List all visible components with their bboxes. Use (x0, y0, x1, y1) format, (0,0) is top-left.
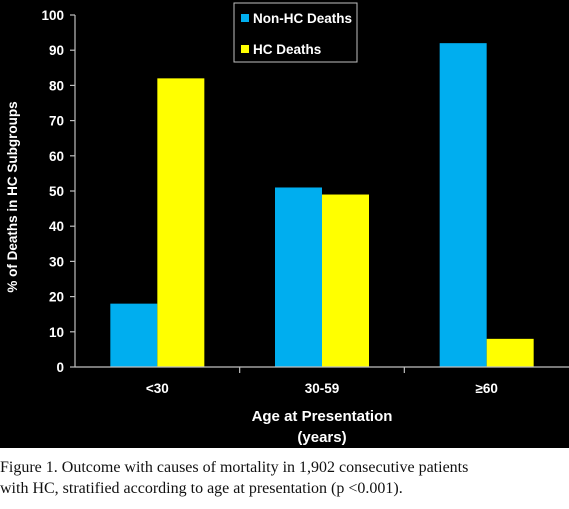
y-axis-label: % of Deaths in HC Subgroups (5, 101, 20, 292)
y-tick-label: 10 (49, 325, 64, 340)
caption-line-1: Figure 1. Outcome with causes of mortali… (0, 459, 469, 476)
bar-non-hc-deaths-2 (275, 187, 322, 367)
y-tick-label: 90 (49, 43, 64, 58)
bar-hc-deaths-2 (322, 194, 369, 367)
y-tick-label: 50 (49, 184, 64, 199)
legend-swatch (241, 14, 249, 22)
legend-box (233, 2, 358, 63)
y-tick-label: 70 (49, 114, 64, 129)
x-tick-label: <30 (146, 381, 169, 396)
y-tick-label: 60 (49, 149, 64, 164)
legend-label: HC Deaths (253, 42, 321, 57)
y-tick-label: 80 (49, 78, 64, 93)
caption-line-2: with HC, stratified according to age at … (0, 480, 403, 497)
axes-group: 0 10 20 30 40 50 60 70 80 90 100 <30 30-59 ≥60 (41, 8, 569, 396)
bar-chart: 0 10 20 30 40 50 60 70 80 90 100 <30 30-59 ≥60 Non-HC… (0, 0, 569, 448)
x-axis-label-line2: (years) (297, 429, 346, 446)
y-tick-label: 30 (49, 254, 64, 269)
bar-hc-deaths-3 (486, 338, 534, 367)
legend: Non-HC Deaths HC Deaths (233, 2, 358, 63)
bar-non-hc-deaths-1 (110, 303, 158, 367)
y-tick-label: 20 (49, 290, 64, 305)
bar-non-hc-deaths-3 (439, 43, 487, 367)
x-axis-label-line1: Age at Presentation (252, 408, 393, 425)
y-tick-label: 100 (41, 8, 64, 23)
legend-label: Non-HC Deaths (253, 11, 352, 26)
x-tick-label: ≥60 (475, 381, 497, 396)
x-tick-label: 30-59 (305, 381, 340, 396)
figure-caption: Figure 1. Outcome with causes of mortali… (0, 457, 569, 499)
bar-hc-deaths-1 (157, 78, 205, 368)
y-tick-label: 40 (49, 219, 64, 234)
y-tick-label: 0 (56, 360, 64, 375)
legend-swatch (241, 45, 249, 53)
bars-group (110, 43, 534, 368)
